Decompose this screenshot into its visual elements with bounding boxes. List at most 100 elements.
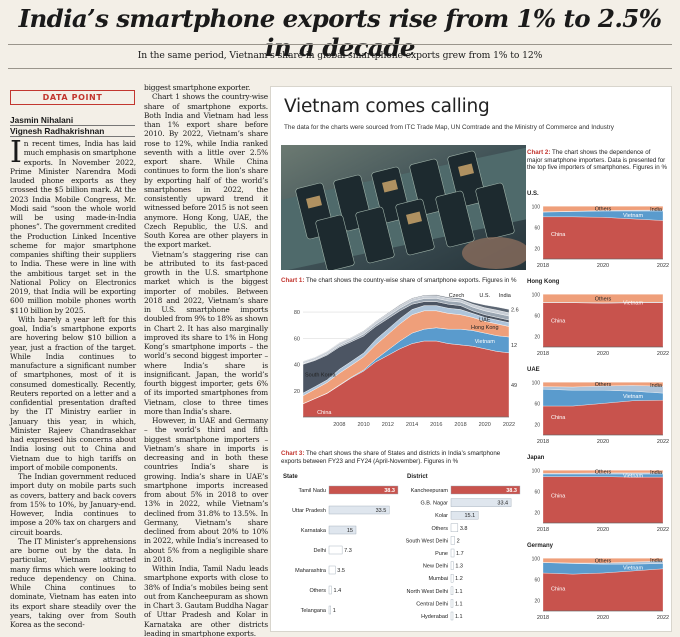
y-tick-label: 60 xyxy=(534,225,540,231)
series-area-others xyxy=(542,294,664,303)
bar-category-label: Uttar Pradesh xyxy=(292,508,326,514)
y-tick-label: 100 xyxy=(532,204,541,210)
x-tick-label: 2022 xyxy=(657,263,669,269)
headline: India’s smartphone exports rise from 1% … xyxy=(18,4,662,62)
y-tick-label: 80 xyxy=(294,310,300,316)
bar xyxy=(450,523,459,532)
bar-category-label: Telangana xyxy=(301,608,327,614)
bar-category-label: South West Delhi xyxy=(406,538,448,544)
infographic-panel: Vietnam comes calling The data for the c… xyxy=(270,86,672,632)
author-name: Vignesh Radhakrishnan xyxy=(10,126,135,137)
series-label: China xyxy=(551,415,566,421)
y-tick-label: 100 xyxy=(532,556,541,562)
graphic-title: Vietnam comes calling xyxy=(284,96,490,117)
x-tick-label: 2020 xyxy=(597,351,609,357)
y-tick-label: 100 xyxy=(532,292,541,298)
x-tick-label: 2020 xyxy=(597,527,609,533)
y-tick-label: 20 xyxy=(534,422,540,428)
series-label: Vietnam xyxy=(623,474,643,480)
y-tick-label: 20 xyxy=(534,246,540,252)
bar-value-label: 3.8 xyxy=(460,526,468,532)
x-tick-label: 2018 xyxy=(537,615,549,621)
panel-country-label: UAE xyxy=(527,367,540,373)
bar-value-label: 33.4 xyxy=(497,501,508,507)
series-area-china xyxy=(542,216,664,260)
series-label: Czech xyxy=(449,293,465,299)
bar-value-label: 15.1 xyxy=(464,513,475,519)
graphic-source: The data for the charts were sourced fro… xyxy=(284,124,614,131)
bar-value-label: 1.4 xyxy=(334,588,342,594)
x-tick-label: 2008 xyxy=(333,422,345,428)
series-label: UAE xyxy=(479,317,491,323)
series-area-others xyxy=(542,470,664,474)
y-tick-label: 100 xyxy=(532,380,541,386)
x-tick-label: 2022 xyxy=(657,527,669,533)
series-area-china xyxy=(542,302,664,348)
series-label: China xyxy=(551,493,566,499)
series-label: Others xyxy=(595,382,612,388)
panel-country-label: Germany xyxy=(527,543,554,549)
panel-country-label: U.S. xyxy=(527,191,539,197)
series-label: India xyxy=(650,558,663,564)
divider xyxy=(8,68,672,69)
bar xyxy=(328,525,357,535)
bar-category-label: Others xyxy=(309,588,326,594)
bar-value-label: 7.3 xyxy=(344,548,352,554)
bar xyxy=(328,545,343,555)
subheadline: In the same period, Vietnam’s share in g… xyxy=(137,50,543,61)
bar-category-label: Karnataka xyxy=(301,528,327,534)
x-tick-label: 2022 xyxy=(657,439,669,445)
series-label: India xyxy=(650,207,663,213)
bar-category-label: Others xyxy=(431,526,448,532)
y-tick-label: 20 xyxy=(534,598,540,604)
bar-category-label: Maharashtra xyxy=(295,568,327,574)
bar xyxy=(450,573,454,583)
y-tick-label: 60 xyxy=(294,336,300,342)
x-tick-label: 2018 xyxy=(537,351,549,357)
panel-country-label: Japan xyxy=(527,455,545,461)
y-tick-label: 40 xyxy=(294,363,300,369)
bar-category-label: New Delhi xyxy=(423,564,448,570)
bar-chart-title: District xyxy=(407,474,428,480)
x-tick-label: 2012 xyxy=(382,422,394,428)
paragraph: With barely a year left for this goal, I… xyxy=(10,314,136,472)
x-tick-label: 2018 xyxy=(537,263,549,269)
paragraph: Within India, Tamil Nadu leads smartphon… xyxy=(144,564,268,637)
y-tick-label: 20 xyxy=(294,389,300,395)
x-tick-label: 2020 xyxy=(479,422,491,428)
x-tick-label: 2018 xyxy=(454,422,466,428)
x-tick-label: 2022 xyxy=(503,422,515,428)
bar xyxy=(450,548,455,558)
bar-category-label: North West Delhi xyxy=(407,589,448,595)
series-label: India xyxy=(499,293,512,299)
bar-chart-title: State xyxy=(283,474,298,480)
bar xyxy=(450,611,454,621)
y-tick-label: 60 xyxy=(534,577,540,583)
bar xyxy=(328,505,390,515)
bar-value-label: 33.5 xyxy=(376,508,387,514)
chart3-caption: Chart 3: The chart shows the share of St… xyxy=(281,450,501,465)
bar-category-label: Mumbai xyxy=(428,576,448,582)
paragraph: The IT Minister’s apprehensions are born… xyxy=(10,536,136,629)
series-label: Others xyxy=(595,297,612,303)
series-label: China xyxy=(551,232,566,238)
data-point-label: DATA POINT xyxy=(10,90,135,105)
bar-category-label: G.B. Nagar xyxy=(420,501,448,507)
paragraph: Vietnam’s staggering rise can be attribu… xyxy=(144,249,268,416)
bar xyxy=(450,536,455,545)
series-label: U.S. xyxy=(479,293,490,299)
end-value-label: 2.6 xyxy=(511,307,519,313)
bar-category-label: Tamil Nadu xyxy=(298,488,326,494)
series-area-others xyxy=(542,558,664,564)
series-label: Others xyxy=(595,559,612,565)
bar-category-label: Pune xyxy=(435,551,448,557)
x-tick-label: 2022 xyxy=(657,615,669,621)
bar-category-label: Delhi xyxy=(313,548,326,554)
series-label: Vietnam xyxy=(623,394,643,400)
bar xyxy=(328,585,332,595)
series-area-others xyxy=(542,206,664,212)
bar-value-label: 1 xyxy=(333,608,336,614)
bar xyxy=(450,511,479,520)
